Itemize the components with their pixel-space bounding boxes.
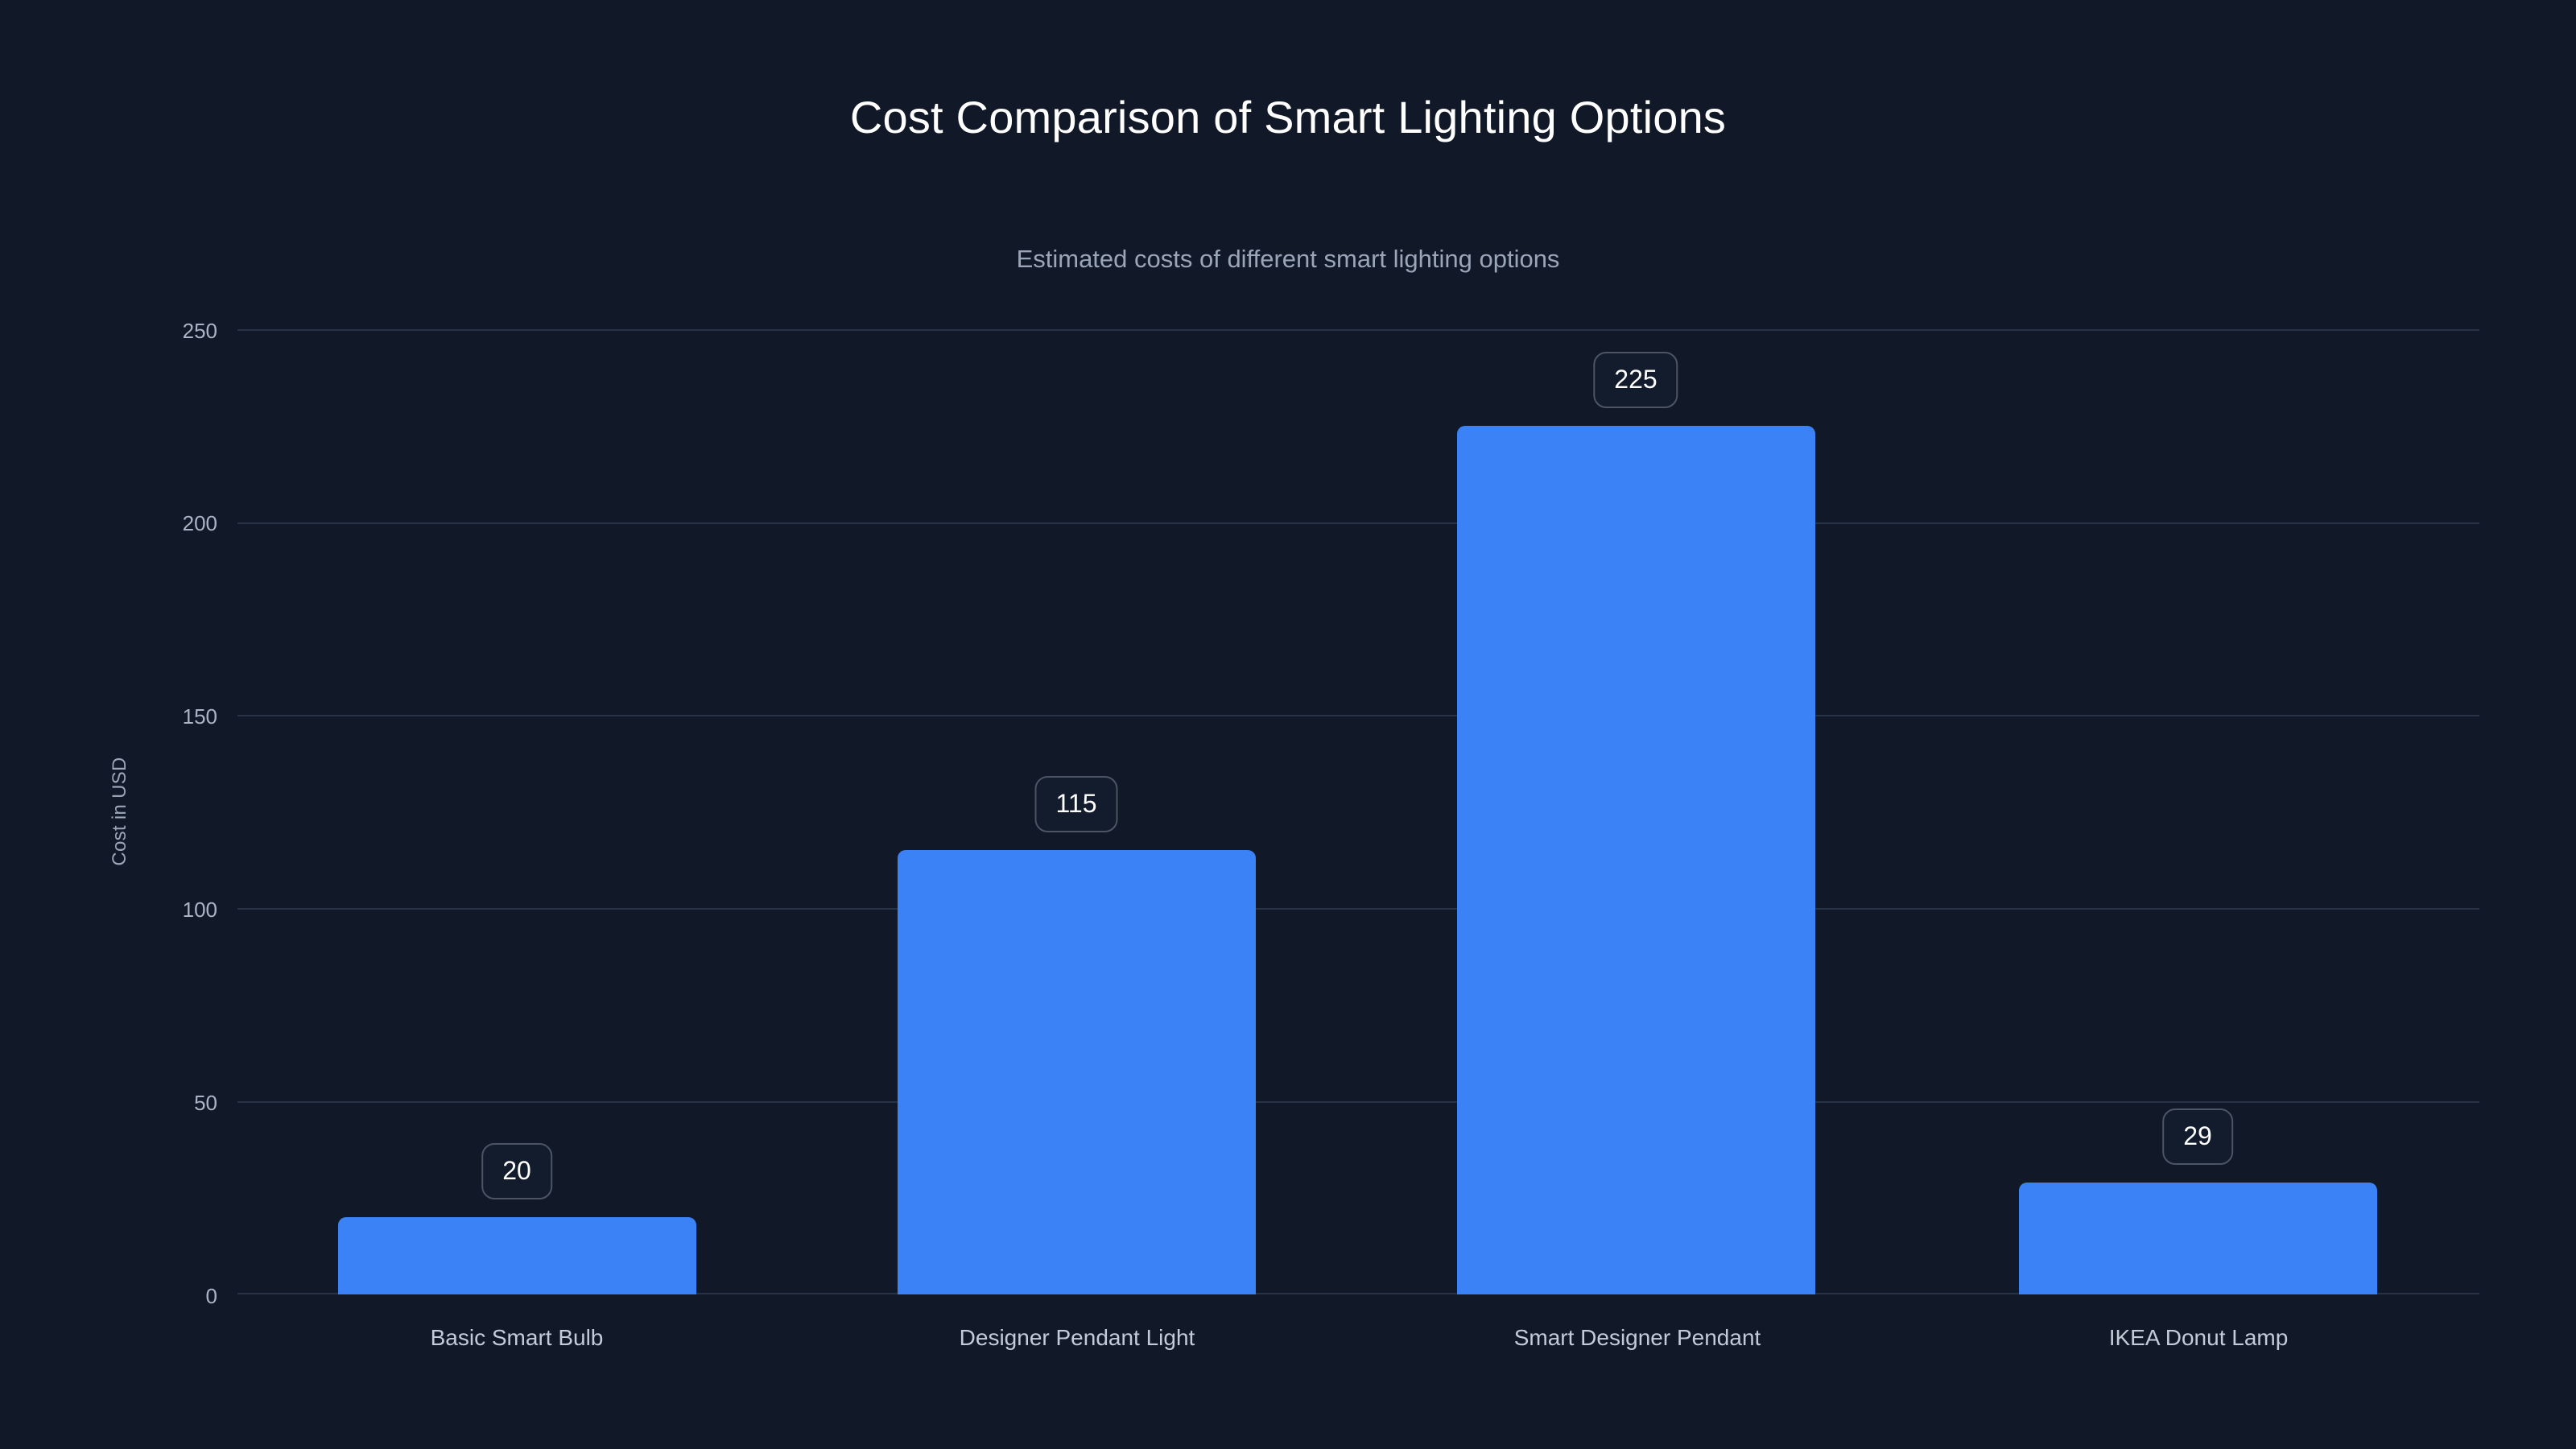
chart-subtitle: Estimated costs of different smart light… (1016, 245, 1560, 273)
gridline-250 (237, 329, 2479, 331)
chart-title: Cost Comparison of Smart Lighting Option… (849, 92, 1727, 142)
value-label-smart-designer-pendant: 225 (1593, 352, 1678, 408)
value-label-ikea-donut-lamp: 29 (2162, 1108, 2233, 1165)
value-label-designer-pendant-light: 115 (1034, 776, 1118, 832)
y-tick-label-200: 200 (182, 511, 217, 535)
value-label-basic-smart-bulb: 20 (481, 1143, 552, 1199)
x-tick-label-basic-smart-bulb: Basic Smart Bulb (430, 1325, 604, 1350)
x-tick-label-ikea-donut-lamp: IKEA Donut Lamp (2108, 1325, 2289, 1350)
gridline-50 (237, 1101, 2479, 1103)
y-tick-label-0: 0 (205, 1284, 217, 1308)
gridline-100 (237, 908, 2479, 910)
bar-smart-designer-pendant[interactable] (1457, 426, 1815, 1294)
y-axis-title: Cost in USD (109, 757, 130, 866)
bar-basic-smart-bulb[interactable] (338, 1217, 696, 1294)
gridline-200 (237, 522, 2479, 524)
bar-designer-pendant-light[interactable] (898, 850, 1256, 1294)
gridline-150 (237, 715, 2479, 716)
gridline-0 (237, 1293, 2479, 1294)
y-tick-label-250: 250 (182, 319, 217, 343)
y-tick-label-50: 50 (194, 1091, 217, 1115)
bar-ikea-donut-lamp[interactable] (2019, 1183, 2377, 1294)
x-tick-label-smart-designer-pendant: Smart Designer Pendant (1513, 1325, 1761, 1350)
y-tick-label-100: 100 (182, 898, 217, 922)
x-tick-label-designer-pendant-light: Designer Pendant Light (959, 1325, 1195, 1350)
y-tick-label-150: 150 (182, 704, 217, 729)
plot-area: 20 115 225 29 (237, 329, 2479, 1294)
